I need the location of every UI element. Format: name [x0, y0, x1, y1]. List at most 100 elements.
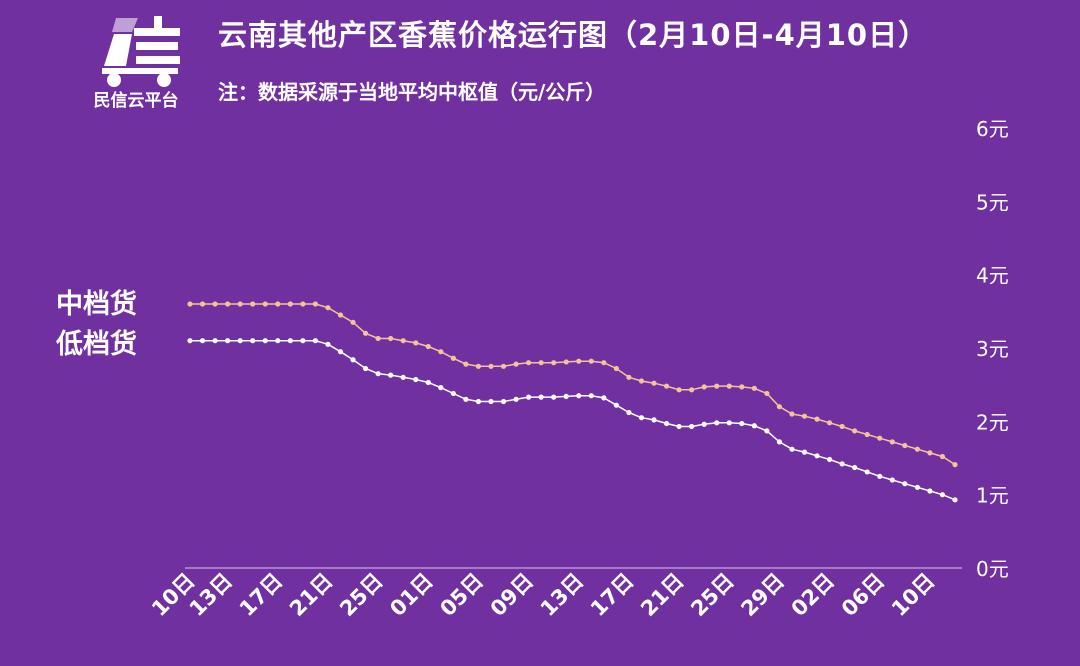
- data-point-low-grade: [350, 357, 356, 363]
- data-point-low-grade: [651, 417, 657, 423]
- data-point-mid-grade: [814, 416, 820, 422]
- data-point-mid-grade: [300, 301, 306, 307]
- y-tick-label: 6元: [976, 117, 1009, 141]
- data-point-mid-grade: [312, 301, 319, 307]
- data-point-mid-grade: [362, 330, 369, 336]
- legend-label-low-grade: 低档货: [56, 329, 137, 360]
- data-point-mid-grade: [776, 404, 783, 410]
- data-point-low-grade: [438, 385, 444, 391]
- data-point-low-grade: [400, 374, 406, 380]
- data-point-mid-grade: [262, 301, 268, 307]
- data-point-mid-grade: [638, 378, 645, 384]
- data-point-low-grade: [889, 477, 895, 483]
- x-tick-label: 25日: [335, 569, 387, 621]
- data-point-mid-grade: [225, 301, 231, 307]
- data-point-low-grade: [689, 423, 695, 430]
- data-point-mid-grade: [325, 305, 331, 311]
- data-point-mid-grade: [526, 360, 532, 366]
- data-point-low-grade: [538, 394, 544, 400]
- data-point-low-grade: [914, 484, 920, 490]
- data-point-mid-grade: [576, 358, 582, 364]
- data-point-mid-grade: [663, 383, 670, 389]
- data-point-low-grade: [425, 379, 431, 386]
- data-point-low-grade: [463, 396, 469, 402]
- data-point-mid-grade: [701, 384, 707, 390]
- x-tick-label: 29日: [736, 569, 788, 621]
- data-point-low-grade: [413, 376, 419, 383]
- data-point-mid-grade: [563, 359, 569, 365]
- data-point-mid-grade: [250, 301, 256, 307]
- data-point-low-grade: [337, 349, 344, 355]
- data-point-mid-grade: [588, 358, 594, 364]
- data-point-low-grade: [275, 338, 281, 344]
- delivery-truck-logo-icon: [102, 16, 180, 87]
- data-point-low-grade: [325, 341, 331, 347]
- data-point-mid-grade: [826, 420, 833, 426]
- data-point-mid-grade: [726, 383, 732, 389]
- data-point-mid-grade: [513, 361, 519, 367]
- data-point-mid-grade: [952, 462, 958, 468]
- data-point-low-grade: [714, 420, 720, 426]
- y-tick-label: 3元: [976, 337, 1009, 361]
- data-point-low-grade: [601, 395, 607, 401]
- x-tick-label: 01日: [385, 569, 437, 621]
- data-point-low-grade: [839, 461, 845, 467]
- data-point-low-grade: [488, 398, 494, 405]
- data-point-low-grade: [475, 398, 482, 405]
- data-point-low-grade: [450, 390, 456, 397]
- data-point-mid-grade: [212, 301, 218, 307]
- data-point-low-grade: [563, 393, 569, 399]
- x-tick-label: 17日: [235, 569, 287, 621]
- data-point-mid-grade: [914, 446, 920, 452]
- x-tick-label: 13日: [536, 569, 588, 621]
- data-point-low-grade: [638, 415, 645, 421]
- data-point-mid-grade: [187, 301, 193, 307]
- x-tick-label: 13日: [185, 569, 237, 621]
- data-point-mid-grade: [801, 413, 808, 419]
- data-point-mid-grade: [275, 301, 281, 307]
- data-point-low-grade: [375, 371, 381, 377]
- data-point-mid-grade: [538, 360, 544, 366]
- data-point-mid-grade: [889, 439, 895, 445]
- data-point-mid-grade: [350, 319, 356, 325]
- data-point-mid-grade: [739, 384, 745, 390]
- x-tick-label: 02日: [787, 569, 839, 621]
- data-point-mid-grade: [626, 374, 632, 380]
- y-tick-label: 1元: [976, 484, 1009, 508]
- data-point-low-grade: [939, 492, 946, 498]
- data-point-mid-grade: [400, 338, 406, 344]
- data-point-low-grade: [726, 420, 732, 426]
- x-tick-label: 25日: [686, 569, 738, 621]
- data-point-mid-grade: [613, 365, 619, 372]
- legend-label-mid-grade: 中档货: [56, 289, 137, 320]
- data-point-low-grade: [312, 338, 319, 344]
- data-point-mid-grade: [551, 360, 557, 366]
- data-point-mid-grade: [789, 411, 795, 417]
- data-point-mid-grade: [676, 387, 682, 393]
- x-tick-label: 09日: [486, 569, 538, 621]
- data-point-low-grade: [739, 420, 745, 427]
- data-point-low-grade: [526, 394, 532, 400]
- y-tick-label: 4元: [976, 264, 1009, 288]
- logo-text: 民信云平台: [93, 91, 179, 111]
- x-tick-label: 10日: [887, 569, 939, 621]
- data-point-low-grade: [864, 469, 870, 475]
- data-point-low-grade: [388, 372, 394, 378]
- data-point-low-grade: [212, 338, 218, 344]
- data-point-mid-grade: [199, 301, 206, 307]
- x-tick-label: 21日: [285, 569, 337, 621]
- data-point-low-grade: [952, 497, 958, 503]
- data-point-mid-grade: [425, 343, 431, 350]
- data-point-mid-grade: [375, 335, 381, 342]
- data-point-low-grade: [902, 481, 908, 487]
- data-point-low-grade: [776, 439, 783, 445]
- data-point-mid-grade: [877, 435, 883, 441]
- data-point-low-grade: [225, 338, 231, 344]
- data-point-mid-grade: [689, 387, 695, 393]
- data-point-mid-grade: [751, 385, 757, 391]
- data-point-mid-grade: [500, 363, 507, 369]
- data-point-low-grade: [362, 365, 369, 372]
- data-point-mid-grade: [388, 335, 394, 342]
- data-point-low-grade: [801, 449, 808, 455]
